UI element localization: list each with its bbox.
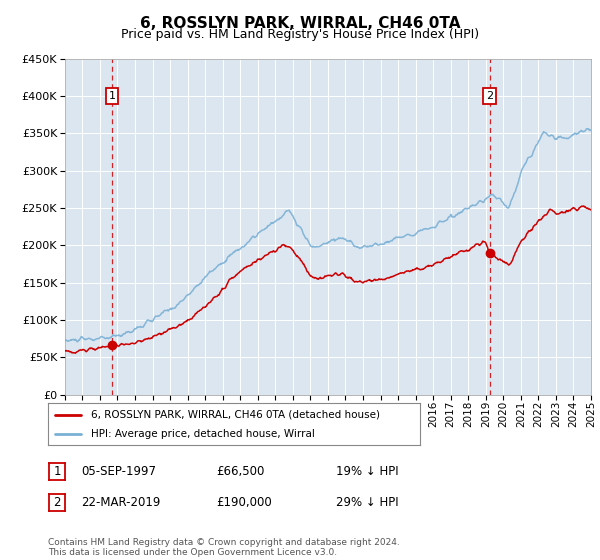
Text: Price paid vs. HM Land Registry's House Price Index (HPI): Price paid vs. HM Land Registry's House … [121,28,479,41]
Text: 1: 1 [53,465,61,478]
Text: HPI: Average price, detached house, Wirral: HPI: Average price, detached house, Wirr… [91,429,314,439]
Text: £190,000: £190,000 [216,496,272,509]
Text: £66,500: £66,500 [216,465,265,478]
Text: 22-MAR-2019: 22-MAR-2019 [81,496,160,509]
Text: 6, ROSSLYN PARK, WIRRAL, CH46 0TA: 6, ROSSLYN PARK, WIRRAL, CH46 0TA [140,16,460,31]
Text: 05-SEP-1997: 05-SEP-1997 [81,465,156,478]
Text: 2: 2 [53,496,61,509]
Text: 2: 2 [486,91,493,101]
Text: 1: 1 [109,91,116,101]
Text: 6, ROSSLYN PARK, WIRRAL, CH46 0TA (detached house): 6, ROSSLYN PARK, WIRRAL, CH46 0TA (detac… [91,409,380,419]
Text: 29% ↓ HPI: 29% ↓ HPI [336,496,398,509]
Text: Contains HM Land Registry data © Crown copyright and database right 2024.
This d: Contains HM Land Registry data © Crown c… [48,538,400,557]
Text: 19% ↓ HPI: 19% ↓ HPI [336,465,398,478]
